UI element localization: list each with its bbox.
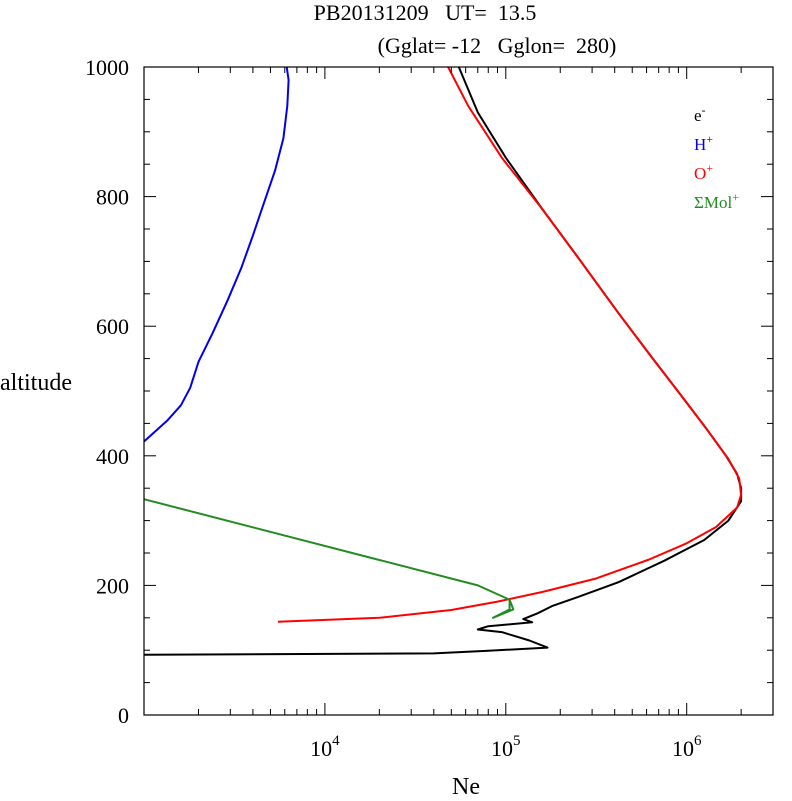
legend-entry-o: O+ [694, 161, 713, 183]
series-line-e [143, 66, 743, 656]
series-line-mol [143, 498, 515, 619]
series-layer [143, 66, 743, 656]
tick-labels-layer: 0 200 400 600 800 1000 104 105 106 [85, 55, 702, 761]
y-tick-label: 0 [118, 703, 129, 728]
x-tick-label: 104 [310, 733, 340, 761]
y-tick-label: 600 [96, 314, 129, 339]
x-tick-label: 105 [491, 733, 521, 761]
y-tick-label: 400 [96, 444, 129, 469]
chart-title-line-1: PB20131209 UT= 13.5 [314, 0, 537, 25]
y-tick-label: 200 [96, 573, 129, 598]
legend-entry-mol: ΣMol+ [694, 190, 739, 212]
y-tick-label: 800 [96, 185, 129, 210]
legend-entry-h: H+ [694, 132, 713, 154]
y-axis-label: altitude [0, 370, 72, 396]
x-tick-label: 106 [672, 733, 702, 761]
legend: e- H+ O+ ΣMol+ [694, 103, 739, 212]
chart-title: PB20131209 UT= 13.5 (Gglat= -12 Gglon= 2… [314, 0, 617, 58]
chart-title-line-2: (Gglat= -12 Gglon= 280) [378, 33, 617, 58]
y-tick-label: 1000 [85, 55, 129, 80]
series-line-o [277, 66, 743, 623]
x-axis-label: Ne [452, 774, 480, 796]
ticks-layer [143, 66, 774, 716]
legend-entry-e: e- [694, 103, 706, 125]
series-line-h [143, 66, 290, 443]
